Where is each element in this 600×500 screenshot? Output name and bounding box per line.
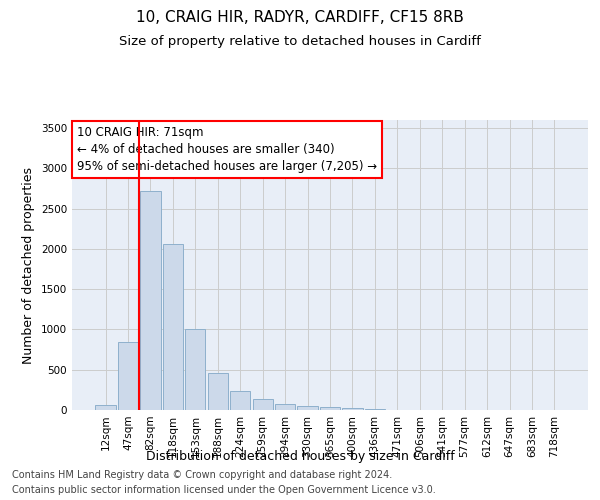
Text: 10 CRAIG HIR: 71sqm
← 4% of detached houses are smaller (340)
95% of semi-detach: 10 CRAIG HIR: 71sqm ← 4% of detached hou… [77, 126, 377, 173]
Bar [343, 408, 362, 410]
Text: Size of property relative to detached houses in Cardiff: Size of property relative to detached ho… [119, 35, 481, 48]
Bar [298, 406, 317, 410]
Text: Distribution of detached houses by size in Cardiff: Distribution of detached houses by size … [146, 450, 454, 463]
Bar [140, 191, 161, 410]
Bar [320, 407, 340, 410]
Y-axis label: Number of detached properties: Number of detached properties [22, 166, 35, 364]
Text: Contains public sector information licensed under the Open Government Licence v3: Contains public sector information licen… [12, 485, 436, 495]
Bar [365, 409, 385, 410]
Bar [163, 244, 183, 410]
Bar [275, 404, 295, 410]
Text: Contains HM Land Registry data © Crown copyright and database right 2024.: Contains HM Land Registry data © Crown c… [12, 470, 392, 480]
Bar [253, 398, 273, 410]
Bar [185, 328, 205, 410]
Bar [208, 373, 228, 410]
Text: 10, CRAIG HIR, RADYR, CARDIFF, CF15 8RB: 10, CRAIG HIR, RADYR, CARDIFF, CF15 8RB [136, 10, 464, 25]
Bar [118, 342, 138, 410]
Bar [230, 392, 250, 410]
Bar [95, 405, 116, 410]
